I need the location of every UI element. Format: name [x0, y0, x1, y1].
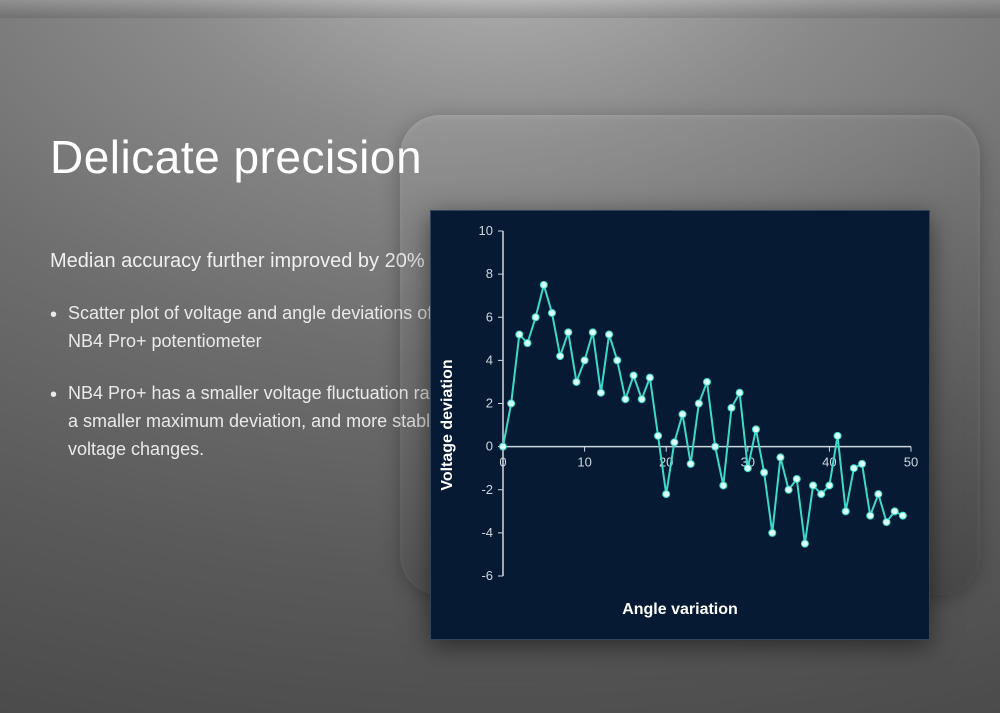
svg-text:8: 8 — [486, 266, 493, 281]
subheading: Median accuracy further improved by 20% — [50, 250, 425, 273]
svg-text:10: 10 — [479, 223, 493, 238]
svg-text:6: 6 — [486, 309, 493, 324]
chart-container: Voltage deviation -6-4-20246810010203040… — [430, 210, 930, 640]
y-axis-label: Voltage deviation — [439, 359, 457, 490]
svg-text:4: 4 — [486, 352, 493, 367]
svg-text:-6: -6 — [481, 568, 493, 583]
chart-svg: -6-4-2024681001020304050 — [431, 211, 931, 641]
x-axis-label: Angle variation — [431, 601, 929, 619]
svg-text:10: 10 — [577, 455, 591, 470]
svg-text:0: 0 — [486, 439, 493, 454]
page-title: Delicate precision — [50, 130, 422, 184]
top-gradient-bar — [0, 0, 1000, 18]
svg-text:50: 50 — [904, 455, 918, 470]
svg-text:2: 2 — [486, 396, 493, 411]
svg-text:-2: -2 — [481, 482, 493, 497]
svg-text:-4: -4 — [481, 525, 493, 540]
